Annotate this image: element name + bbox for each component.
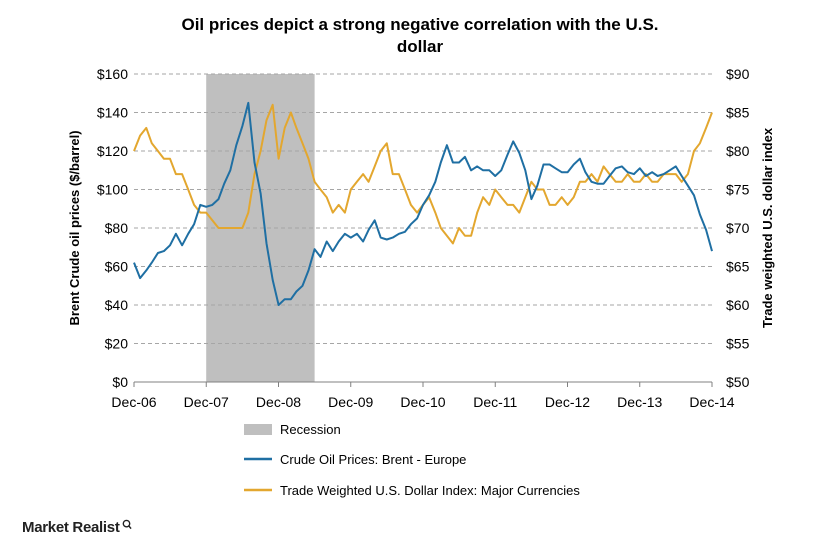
y-tick-label-right: $75: [726, 182, 750, 198]
legend-label-recession: Recession: [280, 422, 341, 437]
x-tick-label: Dec-14: [689, 394, 734, 410]
y-tick-label-left: $20: [105, 336, 129, 352]
y-axis-title-right: Trade weighted U.S. dollar index: [760, 127, 775, 328]
series-line-brent: [133, 101, 713, 306]
y-tick-label-right: $90: [726, 66, 750, 82]
left-axis-ticks: $0 $20 $40 $60 $80 $100 $120 $140 $160: [97, 66, 128, 390]
x-tick-label: Dec-10: [400, 394, 445, 410]
legend-swatch-recession: [244, 424, 272, 435]
y-tick-label-right: $85: [726, 105, 750, 121]
y-tick-label-left: $100: [97, 182, 128, 198]
x-tick-label: Dec-06: [111, 394, 156, 410]
y-tick-label-right: $80: [726, 143, 750, 159]
y-tick-label-left: $80: [105, 220, 129, 236]
y-tick-label-left: $140: [97, 105, 128, 121]
y-tick-label-right: $60: [726, 297, 750, 313]
brand-logo: Market Realist: [22, 519, 132, 536]
y-tick-label-left: $120: [97, 143, 128, 159]
x-tick-label: Dec-13: [617, 394, 662, 410]
x-tick-label: Dec-12: [545, 394, 590, 410]
gridlines: [134, 73, 712, 344]
y-tick-label-right: $65: [726, 259, 750, 275]
x-tick-label: Dec-08: [256, 394, 301, 410]
y-axis-title-left: Brent Crude oil prices ($/barrel): [67, 130, 82, 325]
x-tick-label: Dec-09: [328, 394, 373, 410]
y-tick-label-right: $55: [726, 336, 750, 352]
legend-label-brent: Crude Oil Prices: Brent - Europe: [280, 452, 466, 467]
x-tick-label: Dec-07: [184, 394, 229, 410]
y-tick-label-left: $60: [105, 259, 129, 275]
legend: Recession Crude Oil Prices: Brent - Euro…: [244, 422, 580, 498]
y-tick-label-left: $0: [112, 374, 128, 390]
x-tick-label: Dec-11: [473, 394, 517, 410]
y-tick-label-left: $40: [105, 297, 129, 313]
y-tick-label-right: $50: [726, 374, 750, 390]
y-tick-label-left: $160: [97, 66, 128, 82]
chart-title-line-1: Oil prices depict a strong negative corr…: [181, 15, 658, 34]
right-axis-ticks: $50 $55 $60 $65 $70 $75 $80 $85 $90: [726, 66, 750, 390]
brand-text: Market Realist: [22, 519, 120, 536]
legend-label-usd: Trade Weighted U.S. Dollar Index: Major …: [280, 483, 580, 498]
x-axis-ticks: Dec-06 Dec-07 Dec-08 Dec-09 Dec-10 Dec-11 Dec-…: [111, 382, 735, 410]
magnifier-icon: [122, 519, 132, 530]
y-tick-label-right: $70: [726, 220, 750, 236]
chart-title-line-2: dollar: [397, 37, 444, 56]
